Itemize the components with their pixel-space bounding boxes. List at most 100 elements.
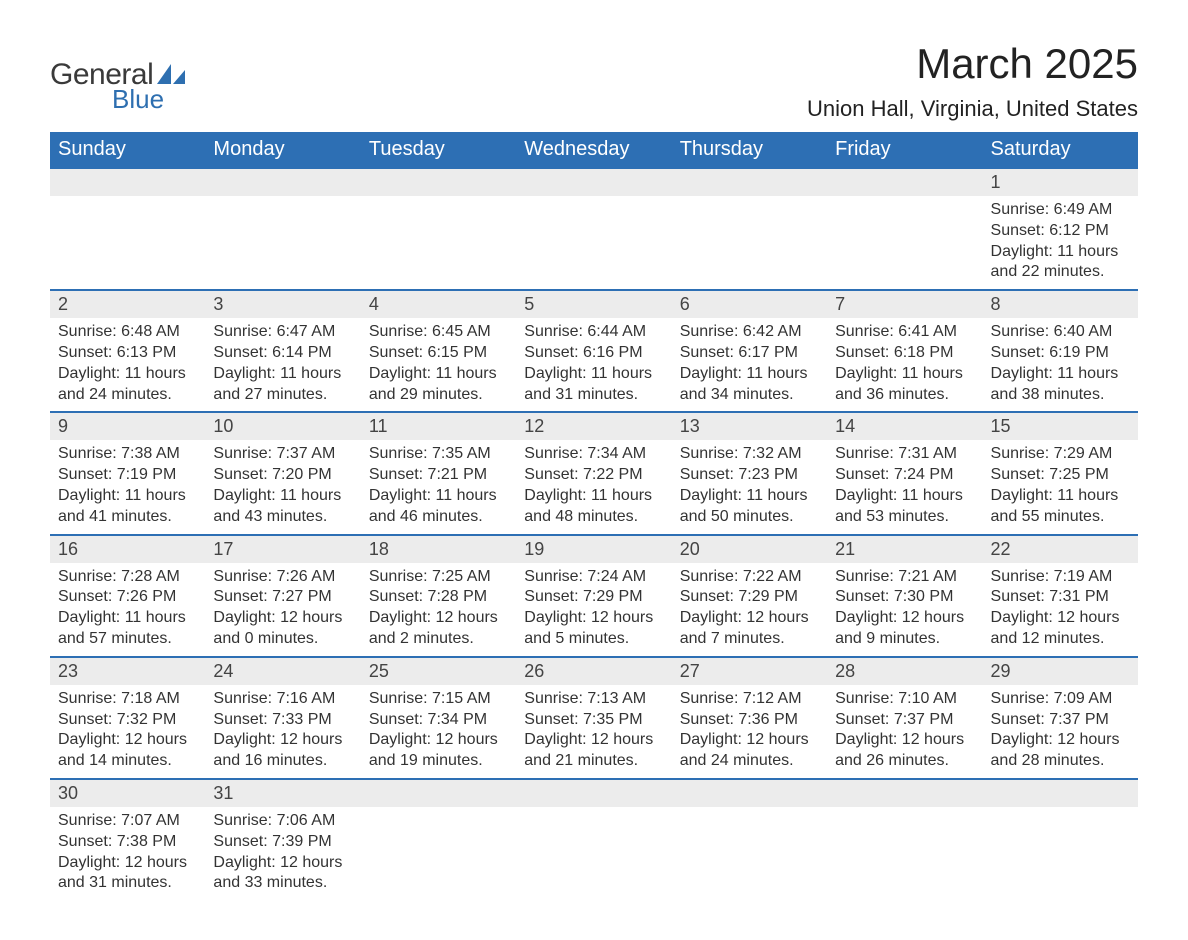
calendar-day-cell [361,168,516,290]
sunrise-line: Sunrise: 7:21 AM [835,567,974,588]
weekday-header: Friday [827,132,982,168]
day-body: Sunrise: 7:09 AMSunset: 7:37 PMDaylight:… [983,685,1138,778]
daylight-line: Daylight: 11 hours and 57 minutes. [58,608,197,650]
daylight-line: Daylight: 12 hours and 24 minutes. [680,730,819,772]
day-number: 10 [205,413,360,440]
sunset-line: Sunset: 7:25 PM [991,465,1130,486]
daylight-line: Daylight: 11 hours and 48 minutes. [524,486,663,528]
day-number: 22 [983,536,1138,563]
day-body: Sunrise: 7:37 AMSunset: 7:20 PMDaylight:… [205,440,360,533]
sunrise-line: Sunrise: 6:47 AM [213,322,352,343]
calendar-day-cell: 1Sunrise: 6:49 AMSunset: 6:12 PMDaylight… [983,168,1138,290]
day-number: 18 [361,536,516,563]
weekday-header: Wednesday [516,132,671,168]
logo: General Blue [50,58,185,115]
day-body: Sunrise: 7:26 AMSunset: 7:27 PMDaylight:… [205,563,360,656]
day-number [361,169,516,196]
sunrise-line: Sunrise: 7:35 AM [369,444,508,465]
calendar-day-cell [827,779,982,900]
calendar-day-cell: 6Sunrise: 6:42 AMSunset: 6:17 PMDaylight… [672,290,827,412]
day-body: Sunrise: 7:15 AMSunset: 7:34 PMDaylight:… [361,685,516,778]
calendar-day-cell: 20Sunrise: 7:22 AMSunset: 7:29 PMDayligh… [672,535,827,657]
sunset-line: Sunset: 7:19 PM [58,465,197,486]
calendar-day-cell: 27Sunrise: 7:12 AMSunset: 7:36 PMDayligh… [672,657,827,779]
sunset-line: Sunset: 7:35 PM [524,710,663,731]
calendar-day-cell: 16Sunrise: 7:28 AMSunset: 7:26 PMDayligh… [50,535,205,657]
day-body [983,807,1138,817]
daylight-line: Daylight: 12 hours and 19 minutes. [369,730,508,772]
calendar-day-cell: 19Sunrise: 7:24 AMSunset: 7:29 PMDayligh… [516,535,671,657]
daylight-line: Daylight: 11 hours and 24 minutes. [58,364,197,406]
day-number: 6 [672,291,827,318]
day-number: 16 [50,536,205,563]
daylight-line: Daylight: 11 hours and 55 minutes. [991,486,1130,528]
sunrise-line: Sunrise: 6:49 AM [991,200,1130,221]
calendar-day-cell [50,168,205,290]
day-number [672,780,827,807]
day-number: 2 [50,291,205,318]
day-number: 4 [361,291,516,318]
daylight-line: Daylight: 11 hours and 29 minutes. [369,364,508,406]
sunset-line: Sunset: 7:33 PM [213,710,352,731]
day-body [361,807,516,817]
sunset-line: Sunset: 7:37 PM [991,710,1130,731]
daylight-line: Daylight: 11 hours and 31 minutes. [524,364,663,406]
sunrise-line: Sunrise: 7:32 AM [680,444,819,465]
daylight-line: Daylight: 11 hours and 38 minutes. [991,364,1130,406]
weekday-header: Tuesday [361,132,516,168]
sunrise-line: Sunrise: 7:18 AM [58,689,197,710]
day-body [516,196,671,206]
day-body: Sunrise: 7:22 AMSunset: 7:29 PMDaylight:… [672,563,827,656]
day-number [361,780,516,807]
sunrise-line: Sunrise: 6:42 AM [680,322,819,343]
day-body [827,807,982,817]
daylight-line: Daylight: 11 hours and 22 minutes. [991,242,1130,284]
weekday-header-row: SundayMondayTuesdayWednesdayThursdayFrid… [50,132,1138,168]
day-body: Sunrise: 7:28 AMSunset: 7:26 PMDaylight:… [50,563,205,656]
day-number [672,169,827,196]
calendar-day-cell [672,168,827,290]
day-body [827,196,982,206]
calendar-week-row: 9Sunrise: 7:38 AMSunset: 7:19 PMDaylight… [50,412,1138,534]
day-body [516,807,671,817]
daylight-line: Daylight: 12 hours and 26 minutes. [835,730,974,772]
calendar-day-cell: 10Sunrise: 7:37 AMSunset: 7:20 PMDayligh… [205,412,360,534]
weekday-header: Sunday [50,132,205,168]
day-body: Sunrise: 6:41 AMSunset: 6:18 PMDaylight:… [827,318,982,411]
day-number: 15 [983,413,1138,440]
weekday-header: Monday [205,132,360,168]
daylight-line: Daylight: 12 hours and 31 minutes. [58,853,197,895]
sunrise-line: Sunrise: 7:13 AM [524,689,663,710]
day-number: 29 [983,658,1138,685]
day-number: 1 [983,169,1138,196]
day-body: Sunrise: 6:49 AMSunset: 6:12 PMDaylight:… [983,196,1138,289]
sunset-line: Sunset: 6:15 PM [369,343,508,364]
daylight-line: Daylight: 12 hours and 16 minutes. [213,730,352,772]
daylight-line: Daylight: 11 hours and 36 minutes. [835,364,974,406]
daylight-line: Daylight: 12 hours and 7 minutes. [680,608,819,650]
calendar-week-row: 30Sunrise: 7:07 AMSunset: 7:38 PMDayligh… [50,779,1138,900]
day-body [672,196,827,206]
day-body [50,196,205,206]
day-number: 31 [205,780,360,807]
sunset-line: Sunset: 7:31 PM [991,587,1130,608]
calendar-day-cell: 8Sunrise: 6:40 AMSunset: 6:19 PMDaylight… [983,290,1138,412]
calendar-day-cell [361,779,516,900]
day-body: Sunrise: 6:44 AMSunset: 6:16 PMDaylight:… [516,318,671,411]
calendar-day-cell: 28Sunrise: 7:10 AMSunset: 7:37 PMDayligh… [827,657,982,779]
sunrise-line: Sunrise: 7:06 AM [213,811,352,832]
day-number: 20 [672,536,827,563]
sunrise-line: Sunrise: 6:41 AM [835,322,974,343]
weekday-header: Thursday [672,132,827,168]
sunrise-line: Sunrise: 7:28 AM [58,567,197,588]
sunrise-line: Sunrise: 7:29 AM [991,444,1130,465]
day-number [516,780,671,807]
daylight-line: Daylight: 12 hours and 33 minutes. [213,853,352,895]
daylight-line: Daylight: 11 hours and 41 minutes. [58,486,197,528]
sunrise-line: Sunrise: 7:37 AM [213,444,352,465]
sunset-line: Sunset: 7:38 PM [58,832,197,853]
day-body: Sunrise: 7:32 AMSunset: 7:23 PMDaylight:… [672,440,827,533]
calendar-day-cell: 3Sunrise: 6:47 AMSunset: 6:14 PMDaylight… [205,290,360,412]
day-body: Sunrise: 7:21 AMSunset: 7:30 PMDaylight:… [827,563,982,656]
day-number [827,169,982,196]
